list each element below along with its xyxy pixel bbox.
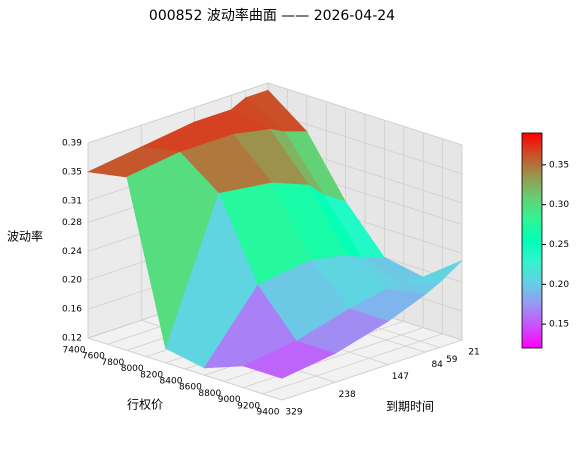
- y-tick-label: 59: [446, 355, 458, 365]
- colorbar-tick-label: 0.35: [549, 160, 569, 170]
- surface-patch: [242, 340, 337, 379]
- grid-line: [267, 111, 463, 175]
- grid-line: [281, 339, 463, 401]
- grid-line: [87, 82, 269, 144]
- grid-line: [262, 333, 443, 395]
- x-tick-label: 9000: [218, 395, 241, 405]
- x-tick-label: 8400: [160, 377, 183, 387]
- x-tick-label: 7800: [101, 358, 124, 368]
- x-tick-label: 8800: [198, 389, 221, 399]
- x-tick-label: 7600: [82, 352, 105, 362]
- colorbar-tick-label: 0.30: [549, 200, 569, 210]
- z-tick-label: 0.24: [62, 247, 82, 257]
- z-tick-label: 0.35: [62, 167, 82, 177]
- z-tick-label: 0.12: [62, 334, 82, 344]
- colorbar-tick-label: 0.25: [549, 240, 569, 250]
- x-tick-label: 8200: [140, 370, 163, 380]
- colorbar: [521, 132, 543, 349]
- grid-line: [87, 337, 283, 401]
- x-axis-label: 行权价: [127, 398, 163, 412]
- x-tick-label: 8000: [121, 364, 144, 374]
- colorbar-tick-label: 0.20: [549, 280, 569, 290]
- y-tick-label: 238: [339, 390, 356, 400]
- x-tick-label: 9400: [257, 408, 280, 418]
- y-tick-label: 84: [431, 360, 443, 370]
- y-tick-label: 21: [468, 348, 479, 358]
- z-tick-label: 0.16: [62, 305, 82, 315]
- x-tick-label: 9200: [237, 401, 260, 411]
- z-tick-label: 0.20: [62, 276, 82, 286]
- z-tick-label: 0.28: [62, 218, 82, 228]
- colorbar-tick-label: 0.15: [549, 320, 569, 330]
- x-tick-label: 8600: [179, 383, 202, 393]
- x-tick-label: 7400: [63, 346, 86, 356]
- y-axis-label: 到期时间: [386, 400, 434, 414]
- z-axis-label: 波动率: [7, 229, 43, 244]
- z-tick-label: 0.31: [62, 196, 82, 206]
- chart-title: 000852 波动率曲面 —— 2026-04-24: [149, 7, 395, 24]
- grid-line: [267, 82, 463, 146]
- z-tick-label: 0.39: [62, 139, 82, 149]
- y-tick-label: 147: [392, 372, 409, 382]
- grid-line: [243, 327, 424, 388]
- y-tick-label: 329: [285, 408, 302, 418]
